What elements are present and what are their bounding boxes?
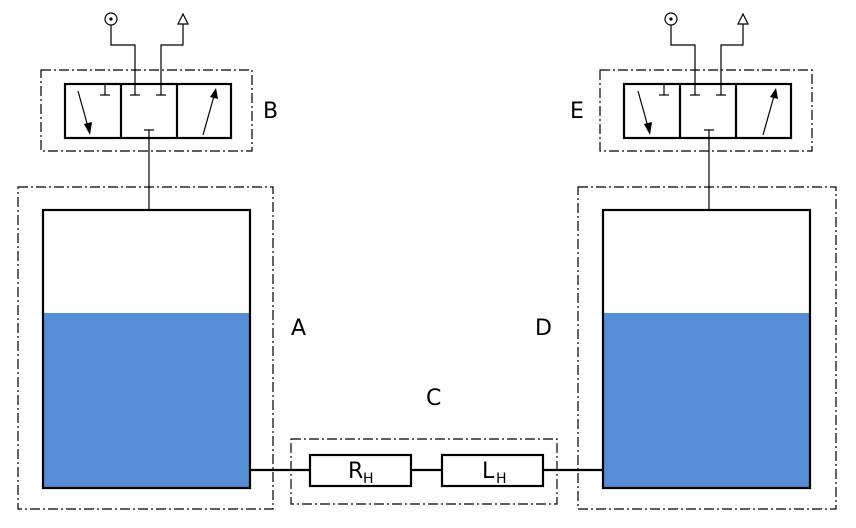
tank-left-body xyxy=(41,208,252,490)
valve-right-arrow-down-icon xyxy=(637,90,652,135)
resistance-label: R xyxy=(348,459,363,484)
tank-left-boundary xyxy=(17,186,274,510)
resistance-box xyxy=(308,453,413,488)
valve-right-body xyxy=(622,82,793,140)
label-tank-right: D xyxy=(535,316,552,341)
supply-port-left-icon xyxy=(104,12,136,95)
tank-right-water xyxy=(603,313,810,488)
label-valve-left: B xyxy=(263,99,278,124)
tank-right-boundary xyxy=(577,186,837,510)
inductance-box xyxy=(440,453,545,488)
resistance-subscript: H xyxy=(363,471,374,487)
label-pipe: C xyxy=(426,386,441,411)
valve-right-arrow-up-icon xyxy=(762,88,778,136)
tank-right-group: D xyxy=(535,186,837,510)
valve-left-arrow-up-icon xyxy=(202,88,218,136)
tank-left-water xyxy=(43,313,250,488)
valve-left-arrow-down-icon xyxy=(77,90,92,135)
tank-right-body xyxy=(601,208,812,490)
exhaust-port-right-icon xyxy=(720,12,749,95)
valve-left-boundary xyxy=(40,69,253,152)
supply-port-right-icon xyxy=(664,12,696,95)
label-tank-left: A xyxy=(291,316,306,341)
pipe-boundary xyxy=(290,438,558,505)
inductance-subscript: H xyxy=(496,471,507,487)
valve-left-group: B xyxy=(40,12,278,210)
pipe-group: R H L H C xyxy=(250,386,603,505)
label-valve-right: E xyxy=(570,99,584,124)
valve-right-group: E xyxy=(570,12,813,210)
exhaust-port-left-icon xyxy=(160,12,189,95)
inductance-label: L xyxy=(482,459,495,484)
valve-right-boundary xyxy=(599,69,813,152)
tank-left-group: A xyxy=(17,186,306,510)
valve-left-body xyxy=(63,82,233,140)
